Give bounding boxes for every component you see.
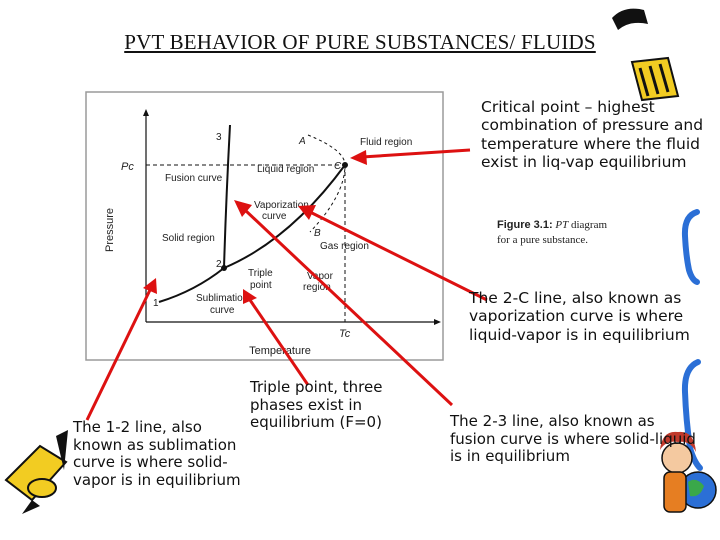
blue-bracket-bottom-decoration xyxy=(681,359,703,471)
fusion-curve-label: Fusion curve xyxy=(165,173,223,184)
y-axis-label: Pressure xyxy=(104,208,116,252)
x-axis-arrowhead xyxy=(434,319,441,325)
vapor-region-label-line1: Vapor xyxy=(307,271,334,282)
x-axis-label: Temperature xyxy=(249,345,311,357)
fusion-curve xyxy=(223,124,231,269)
fusion-arrow xyxy=(243,208,454,407)
vaporization-label-line1: Vaporization xyxy=(254,200,309,211)
point-2-label: 2 xyxy=(216,259,222,270)
critical-point-arrowhead xyxy=(350,150,367,165)
point-b-label: B xyxy=(314,228,321,239)
pencil-clipart-decoration xyxy=(4,430,68,514)
sublimation-arrowhead xyxy=(143,278,157,294)
annotation-arrows xyxy=(85,148,488,421)
point-3-label: 3 xyxy=(216,132,222,143)
triple-point-label-line2: point xyxy=(250,280,272,291)
triple-point-label-line1: Triple xyxy=(248,268,273,279)
notebook-clipart-decoration xyxy=(612,8,680,102)
triple-point-dot xyxy=(221,265,227,271)
triple-point-arrow xyxy=(248,299,310,386)
figure-caption-number: Figure 3.1: xyxy=(497,219,553,231)
sublimation-curve xyxy=(158,267,225,303)
vapor-region-label-line2: region xyxy=(303,282,331,293)
tc-label: Tc xyxy=(339,328,351,340)
solid-region-label: Solid region xyxy=(162,233,215,244)
globe-kid-clipart-decoration xyxy=(660,431,717,513)
fusion-arrowhead xyxy=(234,200,252,217)
triple-point-arrowhead xyxy=(243,289,257,304)
y-axis-arrowhead xyxy=(143,109,149,116)
blue-bracket-top-decoration xyxy=(681,209,700,285)
sublimation-label-line2: curve xyxy=(210,305,235,316)
vaporization-curve xyxy=(223,164,346,269)
point-c-label: C xyxy=(334,161,342,172)
point-1-label: 1 xyxy=(153,298,159,309)
vaporization-arrowhead xyxy=(298,205,316,220)
critical-point-dot xyxy=(342,162,348,168)
sublimation-note: The 1-2 line, also known as sublimation … xyxy=(73,418,241,490)
liquid-region-label: Liquid region xyxy=(257,164,314,175)
point-a-label: A xyxy=(298,136,306,147)
vaporization-note: The 2-C line, also known as vaporization… xyxy=(469,289,690,344)
figure-caption-text: diagram for a pure substance. xyxy=(497,219,608,246)
gas-region-label: Gas region xyxy=(320,241,369,252)
fluid-region-label: Fluid region xyxy=(360,137,412,148)
triple-point-note: Triple point, three phases exist in equi… xyxy=(250,378,383,432)
fusion-note: The 2-3 line, also known as fusion curve… xyxy=(450,412,696,466)
critical-point-note: Critical point – highest combination of … xyxy=(481,98,704,171)
critical-point-arrow xyxy=(361,148,471,159)
figure-caption: Figure 3.1: PT diagram for a pure substa… xyxy=(497,218,607,248)
vaporization-label-line2: curve xyxy=(262,211,287,222)
vaporization-arrow xyxy=(309,210,488,302)
slide-title: PVT BEHAVIOR OF PURE SUBSTANCES/ FLUIDS xyxy=(124,30,596,54)
figure-caption-pt: PT xyxy=(555,219,569,231)
sublimation-arrow xyxy=(85,289,152,421)
pc-label: Pc xyxy=(121,161,134,173)
sublimation-label-line1: Sublimation xyxy=(196,293,248,304)
